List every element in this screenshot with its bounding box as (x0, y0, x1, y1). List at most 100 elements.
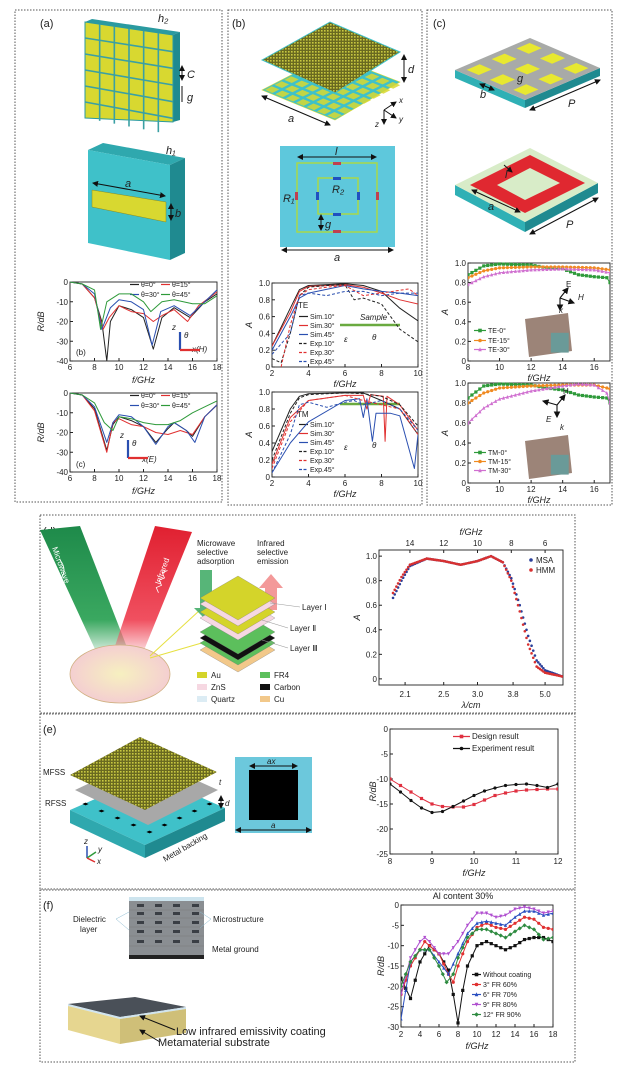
data-point (468, 273, 470, 277)
data-point (456, 964, 460, 968)
legend-swatch (197, 696, 207, 702)
panel-b-frame (227, 9, 423, 506)
series-design-result (390, 777, 558, 809)
data-point (516, 603, 520, 607)
data-point (601, 396, 605, 400)
data-point (405, 568, 408, 571)
dim-a: a (271, 821, 276, 830)
x-axis-label: f/GHz (132, 486, 156, 496)
legend-entry: TM-15° (474, 458, 511, 466)
data-point (541, 937, 546, 942)
y-tick-label: -40 (56, 468, 68, 477)
data-point (400, 575, 403, 579)
x-tick-label: 16 (188, 363, 197, 372)
charts-layer: 6 8 10 12 14 16 18 0 -10 -20 -30 -40 f/GHz R/dB θ=0° θ=… (36, 259, 611, 1051)
x-tick-label: 12 (527, 485, 536, 494)
data-point (482, 798, 487, 802)
x-tick-label: 12 (554, 857, 563, 866)
data-point (537, 921, 541, 925)
data-point (529, 263, 533, 267)
data-point (601, 385, 605, 389)
legend-label: TE-0° (488, 327, 506, 335)
data-point (584, 274, 588, 278)
series--30- (70, 392, 217, 445)
legend-entry: HMM (529, 566, 555, 575)
chart-c_tm: 8 10 12 14 16 0 0.2 0.4 0.6 0.8 1.0 f/GHz A TM-0°TM-1… (440, 379, 611, 505)
data-point (529, 384, 533, 388)
chart-annotation: H (563, 387, 569, 396)
legend-entry: TE-0° (474, 327, 506, 335)
series-line (70, 392, 217, 431)
data-point (541, 911, 546, 916)
data-point (508, 910, 512, 915)
legend-entry: θ=30° (130, 402, 160, 410)
data-point (501, 560, 505, 564)
bilayer-fss-diagram: d a z x y (260, 21, 415, 129)
data-point (513, 907, 517, 912)
data-point (478, 387, 482, 391)
y-tick-label: 0.4 (259, 439, 271, 448)
data-point (432, 946, 436, 950)
data-point (482, 274, 486, 279)
chart-c_te: 8 10 12 14 16 0 0.2 0.4 0.6 0.8 1.0 f/GHz A TE-0° TE-1… (440, 259, 611, 383)
data-point (497, 266, 502, 270)
legend-label: 12° FR 90% (483, 1011, 521, 1019)
data-point (509, 269, 513, 274)
x-tick-label: 8 (466, 485, 471, 494)
data-point (484, 940, 489, 944)
data-point (470, 931, 475, 936)
data-point (509, 262, 513, 266)
y-tick-label: 0.2 (366, 650, 378, 659)
legend-label: TM-0° (488, 449, 507, 457)
data-point (517, 383, 521, 387)
data-point (437, 952, 441, 956)
chart-annotation: (c) (76, 460, 86, 469)
data-point (418, 940, 422, 944)
data-point (479, 927, 484, 932)
data-point (422, 947, 427, 952)
legend-label: θ=0° (141, 392, 156, 400)
dim-h2: h₂ (158, 13, 169, 25)
chart-annotation: θ (132, 439, 137, 448)
y-tick-label: -25 (376, 850, 388, 859)
data-point (427, 944, 432, 948)
data-point (526, 643, 530, 646)
x-tick-label-top: 10 (473, 539, 482, 548)
y-tick-label: 1.0 (259, 279, 271, 288)
data-point (480, 911, 484, 916)
data-point (596, 268, 600, 273)
data-point (478, 468, 482, 473)
data-point (505, 382, 510, 386)
series-line (280, 285, 418, 367)
data-point (430, 802, 434, 806)
chart-annotation: TE (298, 301, 308, 310)
legend-label: Sim.30° (310, 322, 335, 330)
data-point (474, 396, 478, 400)
dim-R1: R₁ (283, 193, 295, 205)
series-sim-30- (272, 394, 418, 465)
y-tick-label: 0 (373, 675, 378, 684)
data-point (527, 909, 531, 913)
x-tick-label: 12 (527, 363, 536, 372)
x-tick-label: 6 (68, 474, 73, 483)
data-point (605, 391, 609, 395)
data-point (561, 384, 565, 388)
dim-a: a (334, 252, 340, 264)
y-tick-label: 0.6 (455, 298, 467, 307)
data-point (524, 782, 529, 786)
data-point (461, 799, 466, 803)
data-point (608, 270, 610, 275)
data-point (549, 267, 553, 271)
x-axis-label: f/GHz (132, 375, 156, 385)
data-point (513, 382, 517, 387)
data-point (482, 789, 487, 793)
legend-entry: Exp.45° (299, 358, 335, 366)
unit-cell-topview: l R₁ R₂ g a (280, 146, 395, 264)
data-point (529, 265, 533, 269)
data-point (503, 564, 506, 568)
dim-d: d (225, 799, 230, 808)
chart-annotation: θ (184, 331, 189, 340)
data-point (509, 382, 513, 386)
data-point (596, 395, 601, 399)
data-point (470, 393, 474, 397)
